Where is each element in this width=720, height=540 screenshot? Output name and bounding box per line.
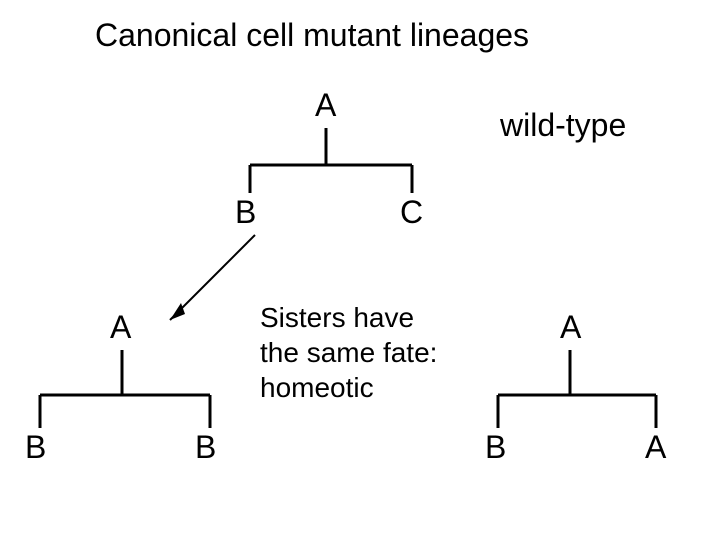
lineage-lines [0,0,720,540]
